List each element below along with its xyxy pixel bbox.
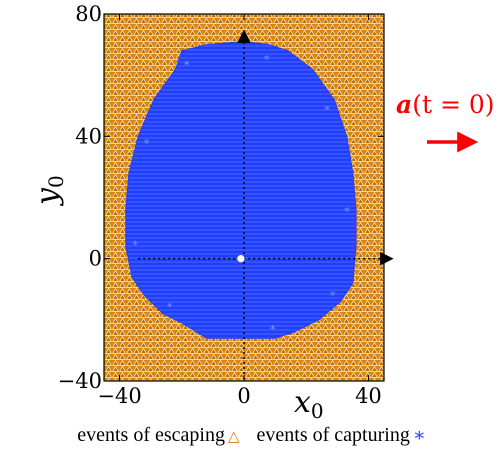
x-tick-label: 40 [355,384,382,408]
y-axis-label: y0 [30,175,68,207]
annotation-symbol: a [396,90,412,119]
capture-escape-chart: ∗ ∗∗∗∗∗∗∗∗ −40 0 40 −40 0 40 80 x0 y0 a(t… [30,2,495,423]
y-tick-label: 40 [75,124,102,148]
legend-item-capturing: events of capturing ∗ [257,424,426,447]
legend-item-escaping: events of escaping △ [77,424,239,447]
capture-marker: ∗ [166,298,173,311]
capture-marker: ∗ [263,51,270,64]
y-tick-label: 0 [89,247,102,271]
annotation-text: (t = 0) [412,90,494,119]
asterisk-marker-icon: ∗ [412,425,426,446]
x-tick-label: −40 [97,384,141,408]
x-axis-subscript: 0 [311,399,324,423]
y-axis-symbol: y [30,187,65,207]
capture-marker: ∗ [131,237,138,250]
capture-star-markers: ∗ ∗ ∗ ∗ ∗ ∗ ∗ ∗ ∗ [131,51,350,334]
capture-marker: ∗ [269,321,276,334]
acceleration-annotation: a(t = 0) [396,90,495,119]
chart-legend: events of escaping △ events of capturing ∗ [0,424,503,447]
x-axis-label: x0 [294,385,324,423]
capture-marker: ∗ [143,135,150,148]
axis-ticks [104,13,384,382]
triangle-marker-icon: △ [227,429,240,445]
x-axis-symbol: x [294,385,311,420]
legend-capturing-label: events of capturing [256,424,410,446]
y-axis-subscript: 0 [44,175,68,188]
svg-text:y0: y0 [30,175,68,207]
x-tick-label: 0 [237,384,250,408]
capture-marker: ∗ [343,203,350,216]
capture-marker: ∗ [183,56,190,69]
capture-marker: ∗ [329,287,336,300]
capture-marker: ∗ [323,101,330,114]
origin-marker [237,254,245,263]
legend-escaping-label: events of escaping [77,424,225,446]
y-tick-label: −40 [58,369,102,393]
y-tick-label: 80 [75,2,102,26]
capture-region [125,40,357,339]
